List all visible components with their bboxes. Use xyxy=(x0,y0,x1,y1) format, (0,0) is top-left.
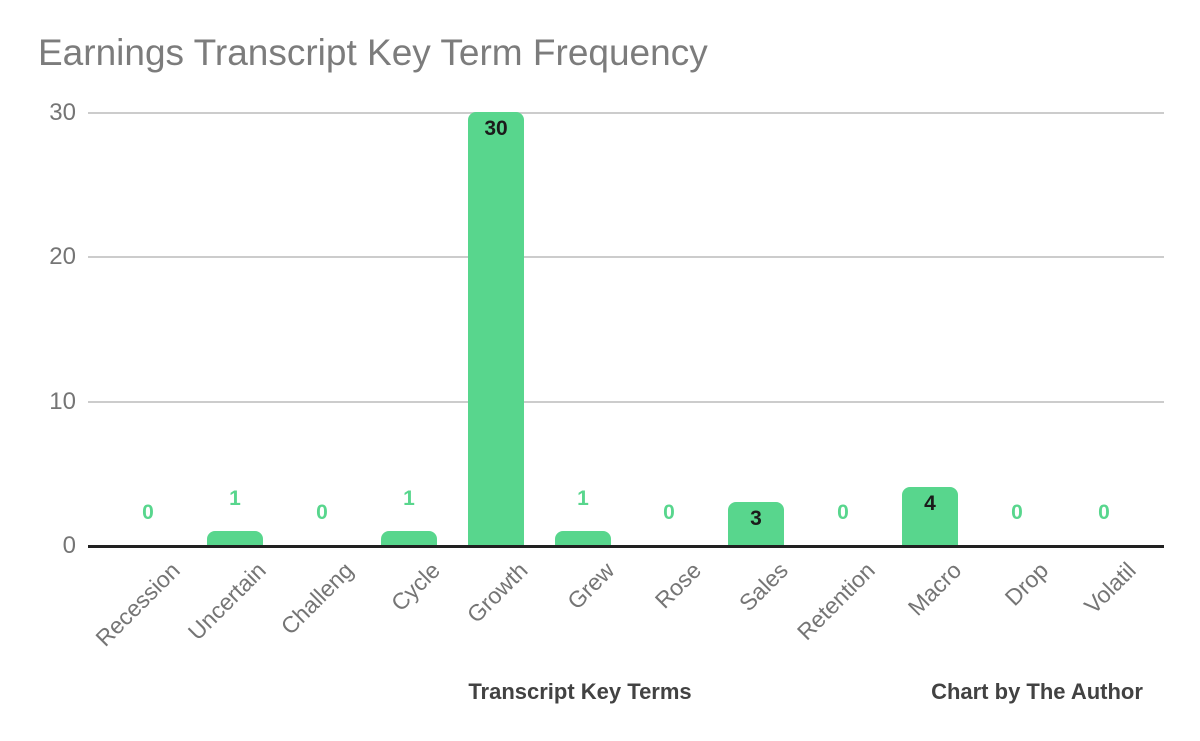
x-axis-label-grew: Grew xyxy=(561,557,619,615)
value-label-uncertain: 1 xyxy=(229,487,241,510)
value-label-macro: 4 xyxy=(924,492,936,515)
x-axis-baseline xyxy=(88,545,1164,548)
x-axis-label-recession: Recession xyxy=(90,557,185,652)
value-label-drop: 0 xyxy=(1011,501,1023,524)
bar-growth[interactable] xyxy=(468,112,524,545)
bar-cycle[interactable] xyxy=(381,531,437,545)
bar-grew[interactable] xyxy=(555,531,611,545)
value-label-cycle: 1 xyxy=(403,487,415,510)
x-axis-label-rose: Rose xyxy=(649,557,706,614)
gridline-10 xyxy=(88,401,1164,403)
x-axis-label-volatil: Volatil xyxy=(1078,557,1141,619)
x-axis-label-growth: Growth xyxy=(461,557,533,628)
x-axis-label-retention: Retention xyxy=(791,557,880,646)
y-axis-tick-label-30: 30 xyxy=(49,99,76,126)
value-label-challeng: 0 xyxy=(316,501,328,524)
x-axis-label-cycle: Cycle xyxy=(386,557,446,617)
x-axis-label-challeng: Challeng xyxy=(275,557,359,640)
y-axis-tick-label-20: 20 xyxy=(49,243,76,270)
value-label-grew: 1 xyxy=(577,487,589,510)
value-label-sales: 3 xyxy=(750,507,762,530)
value-label-recession: 0 xyxy=(142,501,154,524)
x-axis-label-uncertain: Uncertain xyxy=(183,557,272,645)
y-axis-tick-label-0: 0 xyxy=(62,532,76,559)
value-label-rose: 0 xyxy=(663,501,675,524)
x-axis-label-sales: Sales xyxy=(733,557,793,617)
value-label-volatil: 0 xyxy=(1098,501,1110,524)
chart-title: Earnings Transcript Key Term Frequency xyxy=(38,32,708,73)
gridline-20 xyxy=(88,256,1164,258)
bar-sales[interactable] xyxy=(728,502,784,545)
bar-uncertain[interactable] xyxy=(207,531,263,545)
x-axis-title: Transcript Key Terms xyxy=(468,679,692,704)
chart-credit: Chart by The Author xyxy=(931,679,1143,704)
x-axis-label-macro: Macro xyxy=(903,557,967,621)
bar-macro[interactable] xyxy=(902,487,958,545)
gridline-30 xyxy=(88,112,1164,114)
x-axis-label-drop: Drop xyxy=(999,557,1054,611)
y-axis-tick-label-10: 10 xyxy=(49,388,76,415)
value-label-retention: 0 xyxy=(837,501,849,524)
value-label-growth: 30 xyxy=(484,117,508,140)
